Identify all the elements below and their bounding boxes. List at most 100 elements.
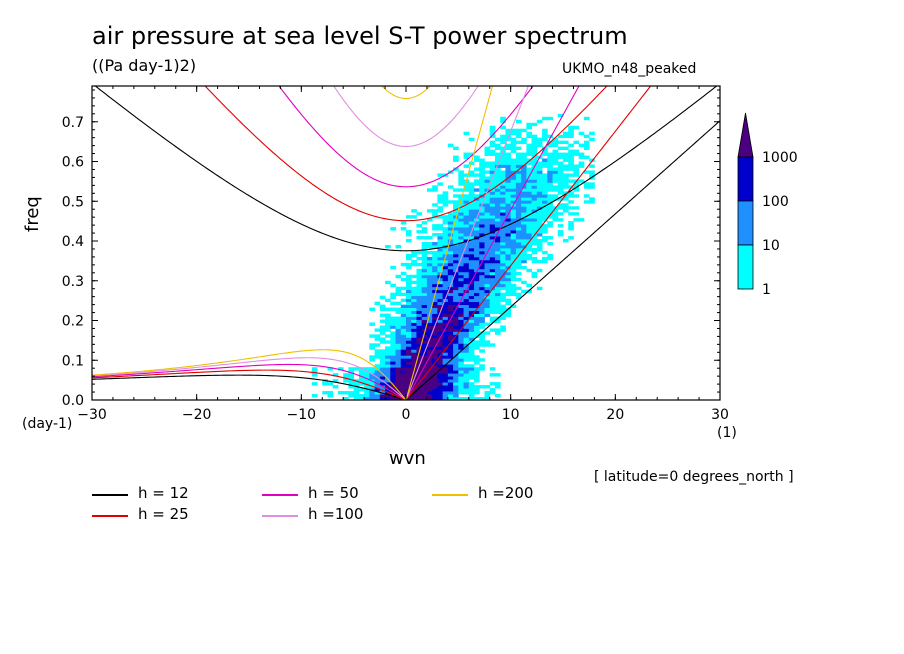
spectrum-cell — [494, 191, 501, 195]
spectrum-cell — [510, 250, 517, 255]
spectrum-cell — [557, 188, 564, 192]
spectrum-cell — [453, 289, 459, 294]
spectrum-cell — [563, 176, 569, 180]
spectrum-cell — [390, 364, 396, 368]
spectrum-cell — [442, 236, 449, 240]
spectrum-cell — [526, 218, 532, 222]
spectrum-cell — [536, 224, 543, 228]
spectrum-cell — [369, 373, 375, 377]
spectrum-cell — [442, 191, 449, 195]
spectrum-cell — [390, 227, 396, 231]
spectrum-cell — [385, 334, 391, 338]
spectrum-cell — [447, 268, 454, 273]
spectrum-cell — [421, 361, 428, 365]
spectrum-cell — [583, 143, 590, 148]
spectrum-cell — [453, 370, 459, 374]
spectrum-cell — [500, 265, 506, 270]
spectrum-cell — [447, 230, 454, 234]
spectrum-cell — [458, 379, 464, 383]
spectrum-cell — [468, 367, 475, 371]
spectrum-cell — [521, 236, 527, 240]
spectrum-cell — [500, 233, 506, 237]
spectrum-cell — [406, 316, 412, 320]
spectrum-cell — [568, 236, 574, 240]
spectrum-cell — [437, 253, 444, 258]
spectrum-cell — [463, 253, 470, 258]
spectrum-cell — [468, 212, 475, 216]
spectrum-cell — [437, 313, 444, 317]
dispersion-curve — [92, 349, 407, 400]
spectrum-cell — [484, 253, 491, 258]
spectrum-cell — [348, 385, 355, 389]
spectrum-cell — [526, 158, 532, 162]
spectrum-cell — [421, 325, 428, 329]
spectrum-cell — [484, 343, 491, 347]
spectrum-cell — [531, 221, 538, 225]
spectrum-cell — [458, 307, 464, 311]
spectrum-cell — [505, 244, 512, 249]
spectrum-cell — [479, 292, 485, 297]
spectrum-cell — [489, 274, 496, 279]
spectrum-cell — [474, 262, 480, 267]
spectrum-cell — [505, 283, 512, 288]
spectrum-cell — [432, 295, 438, 300]
spectrum-cell — [568, 221, 574, 225]
spectrum-cell — [515, 182, 522, 186]
spectrum-cell — [515, 224, 522, 228]
spectrum-cell — [437, 224, 444, 228]
spectrum-cell — [468, 289, 475, 294]
spectrum-cell — [437, 391, 444, 395]
spectrum-cell — [411, 310, 417, 314]
spectrum-cell — [458, 200, 464, 204]
spectrum-cell — [453, 322, 459, 326]
spectrum-cell — [489, 161, 496, 165]
spectrum-cell — [348, 367, 355, 371]
spectrum-cell — [442, 355, 449, 359]
spectrum-cell — [458, 313, 464, 317]
spectrum-cell — [542, 128, 548, 133]
spectrum-cell — [589, 185, 595, 189]
spectrum-cell — [500, 259, 506, 264]
spectrum-cell — [437, 182, 444, 186]
spectrum-cell — [400, 334, 407, 338]
spectrum-cell — [385, 364, 391, 368]
spectrum-cell — [484, 289, 491, 294]
spectrum-cell — [458, 355, 464, 359]
spectrum-cell — [390, 355, 396, 359]
spectrum-cell — [521, 164, 527, 168]
spectrum-cell — [505, 161, 512, 165]
legend-label: h =200 — [478, 484, 534, 502]
spectrum-cell — [505, 230, 512, 234]
spectrum-cell — [447, 343, 454, 347]
spectrum-cell — [468, 292, 475, 297]
spectrum-cell — [411, 331, 417, 335]
spectrum-cell — [416, 385, 423, 389]
spectrum-cell — [515, 161, 522, 165]
spectrum-cell — [484, 161, 491, 165]
spectrum-cell — [521, 253, 527, 258]
spectrum-cell — [411, 274, 417, 279]
spectrum-cell — [442, 301, 449, 306]
spectrum-cell — [442, 197, 449, 201]
spectrum-cell — [442, 215, 449, 219]
spectrum-cell — [379, 319, 386, 323]
spectrum-cell — [542, 116, 548, 121]
spectrum-cell — [421, 289, 428, 294]
spectrum-cell — [447, 143, 454, 148]
spectrum-cell — [547, 143, 553, 148]
spectrum-cell — [589, 200, 595, 204]
spectrum-cell — [400, 391, 407, 395]
spectrum-cell — [468, 391, 475, 395]
spectrum-cell — [484, 295, 491, 300]
spectrum-cell — [442, 247, 449, 252]
spectrum-cell — [505, 131, 512, 136]
spectrum-cell — [322, 382, 328, 386]
spectrum-cell — [437, 307, 444, 311]
spectrum-cell — [489, 391, 496, 395]
spectrum-cell — [484, 271, 491, 276]
spectrum-cell — [573, 194, 580, 198]
spectrum-cell — [390, 385, 396, 389]
spectrum-cell — [406, 215, 412, 219]
spectrum-cell — [526, 134, 532, 139]
spectrum-cell — [358, 379, 365, 383]
